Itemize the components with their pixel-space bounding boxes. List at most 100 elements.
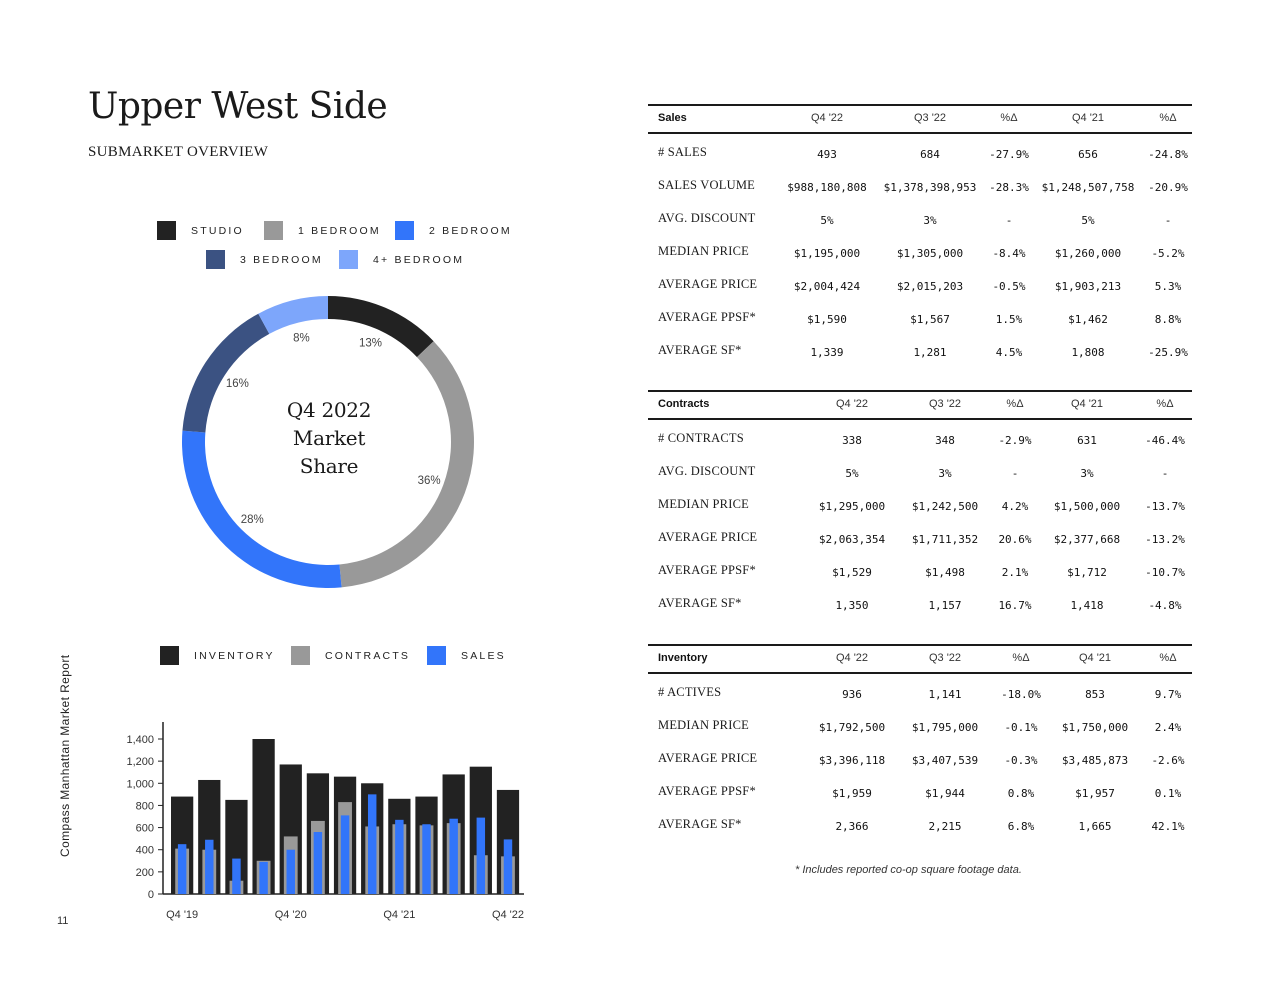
legend-swatch: [427, 646, 446, 665]
legend-swatch: [395, 221, 414, 240]
cell-value: 2,366: [835, 820, 869, 833]
table-row: AVERAGE PPSF* $1,590 $1,567 1.5% $1,462 8.8%: [648, 303, 1192, 336]
cell-value: -: [1164, 214, 1172, 227]
cell-value: $1,500,000: [1053, 500, 1121, 513]
bar-sales: [503, 839, 513, 894]
table-title: Sales: [658, 112, 687, 124]
row-label: AVERAGE SF*: [658, 817, 742, 831]
donut-center-line: Q4 2022: [286, 398, 372, 422]
cell-value: 2.4%: [1154, 721, 1182, 734]
row-label: AVERAGE PPSF*: [658, 310, 756, 324]
cell-value: 493: [817, 148, 837, 161]
table-row: AVERAGE PRICE $3,396,118 $3,407,539 -0.3% $3…: [648, 744, 1192, 777]
column-header: Q4 '21: [1078, 652, 1112, 664]
cell-value: 8.8%: [1154, 313, 1182, 326]
legend-swatch: [264, 221, 283, 240]
donut-slice-label: 13%: [359, 338, 382, 350]
donut-slice: [339, 341, 474, 588]
y-tick-label: 800: [136, 800, 154, 812]
legend-swatch: [206, 250, 225, 269]
cell-value: $1,795,000: [911, 721, 979, 734]
cell-value: $1,959: [832, 787, 872, 800]
table-row: MEDIAN PRICE $1,295,000 $1,242,500 4.2% $1,5…: [648, 490, 1192, 523]
table-title: Contracts: [658, 398, 710, 410]
table-row: AVERAGE PRICE $2,063,354 $1,711,352 20.6% $2…: [648, 523, 1192, 556]
contracts-table: Contracts Q4 '22 Q3 '22 %Δ Q4 '21 %Δ # CONTRAC…: [648, 390, 1192, 622]
cell-value: -4.8%: [1148, 599, 1182, 612]
column-header: Q3 '22: [913, 112, 947, 124]
cell-value: $1,944: [925, 787, 965, 800]
x-tick-label: Q4 '21: [383, 909, 415, 921]
legend-swatch: [157, 221, 176, 240]
row-label: MEDIAN PRICE: [658, 244, 749, 258]
cell-value: $1,750,000: [1061, 721, 1129, 734]
cell-value: 4.2%: [1001, 500, 1029, 513]
legend-item-contracts: CONTRACTS: [291, 646, 410, 665]
bar-sales: [177, 844, 187, 894]
table-row: AVERAGE SF* 1,339 1,281 4.5% 1,808 -25.9%: [648, 336, 1192, 369]
table-header: Contracts Q4 '22 Q3 '22 %Δ Q4 '21 %Δ: [648, 390, 1192, 420]
y-tick-label: 1,000: [126, 778, 154, 790]
cell-value: 9.7%: [1154, 688, 1182, 701]
row-label: MEDIAN PRICE: [658, 718, 749, 732]
donut-slice: [328, 296, 434, 358]
cell-value: 16.7%: [998, 599, 1032, 612]
donut-center-line: Share: [299, 454, 359, 478]
cell-value: 2.1%: [1001, 566, 1029, 579]
bar-sales: [340, 815, 350, 894]
bar-inventory: [225, 799, 248, 894]
cell-value: $2,004,424: [793, 280, 861, 293]
legend-label: 2 BEDROOM: [429, 224, 512, 237]
sales-table: Sales Q4 '22 Q3 '22 %Δ Q4 '21 %Δ # SALES 493 684…: [648, 104, 1192, 369]
cell-value: 1,808: [1071, 346, 1105, 359]
cell-value: -46.4%: [1145, 434, 1185, 447]
bar-sales: [367, 794, 377, 894]
legend-item-2-bedroom: 2 BEDROOM: [395, 221, 512, 240]
row-label: # ACTIVES: [658, 685, 722, 699]
bar-sales: [286, 849, 295, 894]
legend-label: 4+ BEDROOM: [373, 253, 465, 266]
legend-label: CONTRACTS: [325, 649, 411, 662]
cell-value: 6.8%: [1007, 820, 1035, 833]
y-tick-label: 400: [136, 845, 154, 857]
cell-value: -: [1005, 214, 1013, 227]
cell-value: 1,141: [928, 688, 962, 701]
row-label: AVG. DISCOUNT: [658, 464, 756, 478]
cell-value: 5%: [820, 214, 834, 227]
bar-sales: [422, 824, 431, 894]
legend-item-sales: SALES: [427, 646, 506, 665]
legend-swatch: [291, 646, 310, 665]
row-label: AVERAGE SF*: [658, 343, 742, 357]
column-header: Q4 '22: [810, 112, 844, 124]
cell-value: 42.1%: [1151, 820, 1185, 833]
legend-item-3-bedroom: 3 BEDROOM: [206, 250, 323, 269]
cell-value: 1,665: [1078, 820, 1112, 833]
row-label: AVERAGE SF*: [658, 596, 742, 610]
cell-value: $3,407,539: [911, 754, 979, 767]
cell-value: $1,305,000: [896, 247, 964, 260]
bar-sales: [449, 818, 458, 894]
cell-value: $1,242,500: [911, 500, 979, 513]
column-header: Q3 '22: [928, 652, 962, 664]
table-row: # SALES 493 684 -27.9% 656 -24.8%: [648, 138, 1192, 171]
legend-item-4-plus-bedroom: 4+ BEDROOM: [339, 250, 464, 269]
cell-value: $3,396,118: [818, 754, 886, 767]
cell-value: $1,248,507,758: [1041, 181, 1135, 194]
cell-value: -: [1161, 467, 1169, 480]
side-label: Compass Manhattan Market Report: [58, 654, 72, 857]
cell-value: 5.3%: [1154, 280, 1182, 293]
bar-inventory: [252, 739, 275, 894]
donut-slice-label: 8%: [293, 332, 310, 344]
table-row: SALES VOLUME $988,180,808 $1,378,398,953 -2…: [648, 171, 1192, 204]
cell-value: -5.2%: [1151, 247, 1185, 260]
legend-item-studio: STUDIO: [157, 221, 244, 240]
donut-center-line: Market: [292, 426, 366, 450]
donut-center-label: Q4 2022 Market Share: [244, 396, 414, 480]
y-tick-label: 0: [148, 889, 154, 901]
row-label: AVERAGE PPSF*: [658, 784, 756, 798]
table-row: AVERAGE PRICE $2,004,424 $2,015,203 -0.5% $1…: [648, 270, 1192, 303]
cell-value: $2,377,668: [1053, 533, 1121, 546]
cell-value: -13.2%: [1145, 533, 1185, 546]
row-label: # CONTRACTS: [658, 431, 744, 445]
column-header: %Δ: [1012, 652, 1030, 664]
